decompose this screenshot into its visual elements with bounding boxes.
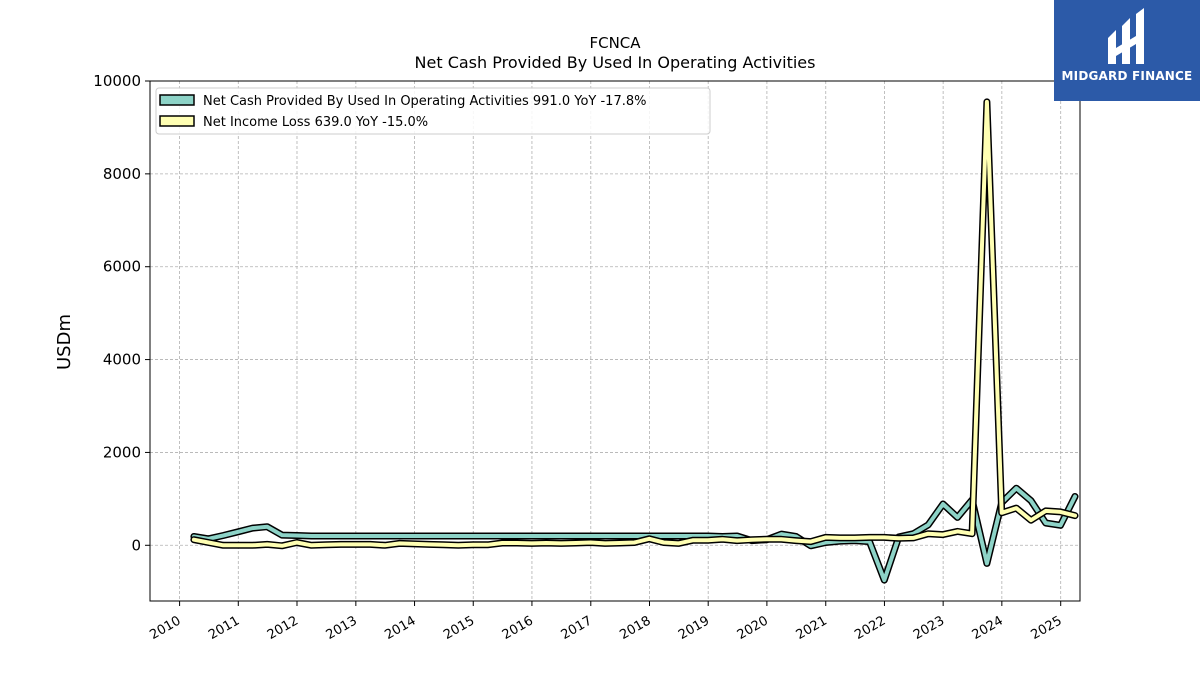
y-tick-label: 10000 bbox=[93, 72, 141, 90]
x-tick-label: 2023 bbox=[911, 613, 947, 643]
x-tick-label: 2010 bbox=[147, 613, 183, 643]
x-tick-label: 2017 bbox=[559, 613, 595, 643]
chart-subtitle: Net Cash Provided By Used In Operating A… bbox=[415, 53, 816, 72]
legend-swatch bbox=[159, 94, 195, 106]
x-tick-label: 2021 bbox=[794, 613, 830, 643]
legend-box bbox=[155, 87, 711, 135]
series-layer bbox=[190, 98, 1079, 584]
y-tick-label: 0 bbox=[131, 536, 141, 554]
logo-mark-icon bbox=[1108, 8, 1144, 64]
x-tick-label: 2019 bbox=[676, 613, 712, 643]
series-line bbox=[191, 486, 1077, 583]
y-tick-label: 4000 bbox=[103, 351, 141, 369]
x-axis: 2010 2011 2012 2013 2014 2015 2016 2017 2018 2019… bbox=[147, 601, 1065, 643]
x-tick-label: 2018 bbox=[617, 613, 653, 643]
chart-title: FCNCA bbox=[589, 34, 641, 52]
x-tick-label: 2020 bbox=[735, 613, 771, 643]
y-axis-label: USDm bbox=[54, 314, 75, 370]
legend-label: Net Cash Provided By Used In Operating A… bbox=[203, 94, 646, 109]
x-tick-label: 2012 bbox=[265, 613, 301, 643]
x-tick-label: 2015 bbox=[441, 613, 477, 643]
plot-frame bbox=[149, 80, 1081, 602]
grid bbox=[150, 80, 1080, 601]
y-axis: 0 2000 4000 6000 8000 10000 bbox=[93, 72, 150, 554]
legend-label: Net Income Loss 639.0 YoY -15.0% bbox=[203, 115, 428, 130]
logo-text: MIDGARD FINANCE bbox=[1061, 69, 1193, 83]
x-tick-label: 2024 bbox=[970, 613, 1006, 643]
x-tick-label: 2022 bbox=[852, 613, 888, 643]
x-tick-label: 2025 bbox=[1029, 613, 1065, 643]
x-tick-label: 2013 bbox=[324, 613, 360, 643]
x-tick-label: 2011 bbox=[206, 613, 242, 643]
y-tick-label: 2000 bbox=[103, 443, 141, 461]
legend: Net Cash Provided By Used In Operating A… bbox=[155, 87, 711, 135]
x-tick-label: 2014 bbox=[382, 613, 418, 643]
company-logo: MIDGARD FINANCE bbox=[1054, 0, 1200, 101]
y-tick-label: 6000 bbox=[103, 258, 141, 276]
legend-swatch bbox=[159, 115, 195, 127]
y-tick-label: 8000 bbox=[103, 165, 141, 183]
x-tick-label: 2016 bbox=[500, 613, 536, 643]
series-line bbox=[191, 99, 1077, 548]
